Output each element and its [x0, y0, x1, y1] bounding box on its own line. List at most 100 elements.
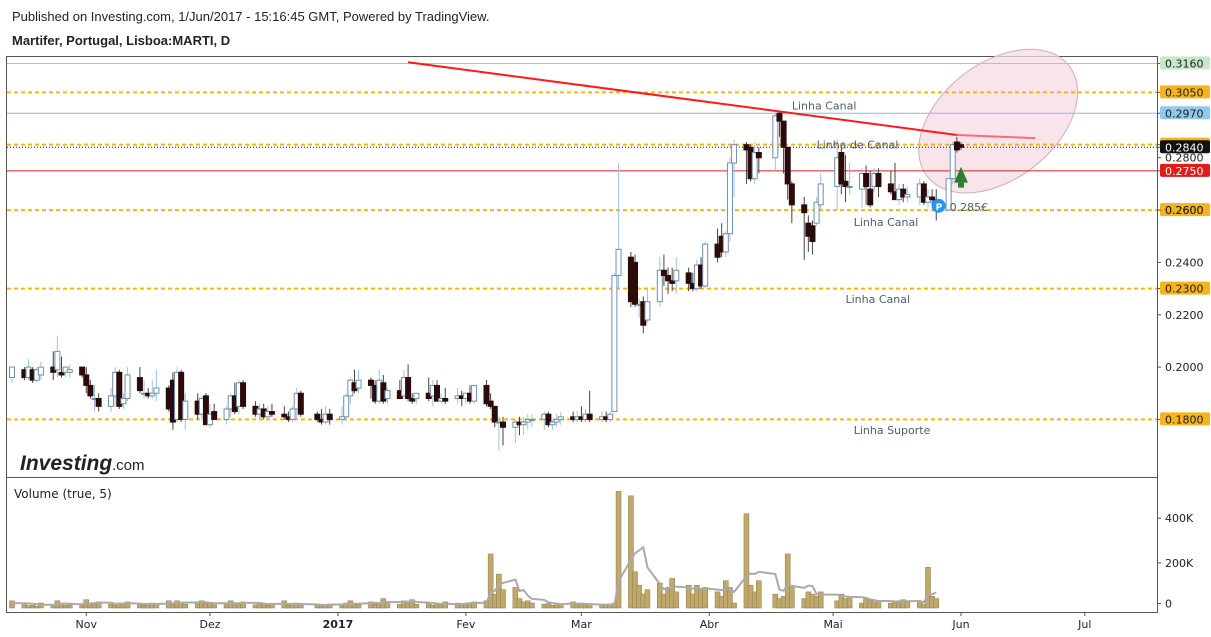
- volume-bar: [512, 587, 519, 609]
- candle: [644, 288, 651, 323]
- candle-body: [367, 379, 374, 386]
- candle-body: [153, 387, 160, 394]
- time-tick-label: Mar: [571, 618, 592, 631]
- volume-bar: [471, 601, 477, 609]
- candle: [471, 384, 478, 404]
- price-tick-label: 0.2200: [1165, 309, 1204, 322]
- price-tick-label: 0.2000: [1165, 361, 1204, 374]
- annotation-label: Linha Canal: [845, 293, 910, 306]
- candle-body: [483, 384, 490, 405]
- candle-body: [553, 418, 560, 423]
- volume-bar: [628, 495, 634, 609]
- candle: [863, 165, 870, 205]
- candle: [801, 197, 808, 260]
- time-tick-label: Fev: [456, 618, 475, 631]
- price-marker-icon: [931, 198, 946, 213]
- price-label: 0.2750: [1165, 165, 1204, 178]
- candle-body: [433, 384, 440, 402]
- volume-bar: [784, 553, 791, 609]
- candle: [483, 380, 490, 407]
- price-label: 0.3050: [1165, 86, 1204, 99]
- candle: [586, 390, 593, 423]
- candle: [788, 181, 795, 224]
- candle-body: [343, 395, 350, 418]
- volume-tick-label: 200K: [1165, 557, 1194, 570]
- candle-body: [557, 416, 564, 420]
- candle: [491, 405, 498, 428]
- price-label-pill: [1160, 163, 1210, 177]
- price-label-pill: [1160, 203, 1210, 217]
- candle: [83, 367, 90, 394]
- volume-bar: [615, 491, 622, 609]
- candle-body: [846, 186, 853, 189]
- candle: [673, 257, 680, 294]
- volume-bar: [789, 587, 795, 609]
- candle: [875, 168, 882, 197]
- candle: [817, 173, 824, 211]
- candle-body: [611, 275, 618, 413]
- volume-bar: [702, 587, 708, 609]
- candle-body: [673, 269, 680, 282]
- candle: [755, 147, 762, 174]
- candle: [949, 142, 956, 184]
- volume-ma-line: [11, 545, 937, 606]
- candle: [632, 254, 639, 307]
- candle: [929, 189, 936, 205]
- candle-body: [413, 392, 420, 399]
- candle: [867, 170, 874, 208]
- candle: [945, 178, 952, 211]
- volume-pane-title: Volume (true, 5): [14, 487, 112, 501]
- candle-body: [887, 183, 894, 193]
- candle: [380, 374, 387, 404]
- candle-body: [384, 390, 391, 399]
- candle-body: [116, 371, 123, 407]
- candle-body: [607, 413, 614, 420]
- candle-body: [240, 382, 247, 407]
- volume-bar: [487, 553, 494, 609]
- candle: [442, 388, 449, 404]
- candle-body: [9, 366, 15, 379]
- candle: [545, 411, 552, 428]
- candle: [384, 388, 391, 404]
- candle: [120, 393, 127, 409]
- candle-body: [58, 371, 65, 376]
- candle-body: [409, 397, 416, 402]
- time-tick-label: Mai: [823, 618, 842, 631]
- price-label-pill: [1160, 56, 1210, 70]
- candle: [669, 267, 676, 292]
- candle-body: [297, 392, 304, 415]
- volume-bar: [409, 599, 415, 609]
- candle: [846, 162, 853, 195]
- candle-body: [471, 384, 478, 402]
- candle-body: [929, 196, 936, 201]
- candle-body: [211, 411, 218, 420]
- time-tick-label: Jul: [1077, 618, 1091, 631]
- candle-body: [545, 413, 552, 426]
- candle-body: [660, 269, 667, 277]
- candle: [182, 393, 189, 430]
- candle-body: [780, 120, 787, 148]
- price-marker-label: 0.285€: [950, 201, 989, 214]
- annotation-label: Linha Suporte: [854, 424, 931, 437]
- candle: [314, 411, 321, 423]
- annotation-label: Linha de Canal: [817, 139, 899, 152]
- candle: [289, 406, 296, 423]
- volume-bar: [904, 601, 911, 609]
- price-label-pill: [1160, 412, 1210, 426]
- price-label-pill: [1160, 85, 1210, 99]
- candle-body: [731, 144, 738, 164]
- candle-body: [95, 397, 102, 407]
- volume-bar: [211, 604, 217, 609]
- candle-body: [809, 225, 816, 242]
- candle: [343, 393, 350, 420]
- candle-body: [178, 371, 185, 420]
- candle: [202, 393, 209, 426]
- candle-body: [867, 188, 874, 206]
- candle-body: [66, 369, 73, 373]
- symbol-title: Martifer, Portugal, Lisboa:MARTI, D: [12, 33, 231, 48]
- candle-body: [656, 269, 663, 303]
- candle: [95, 393, 102, 412]
- candle: [79, 366, 86, 378]
- volume-bar: [644, 589, 651, 609]
